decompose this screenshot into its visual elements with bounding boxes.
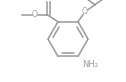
Text: NH₂: NH₂ xyxy=(82,60,98,69)
Text: O: O xyxy=(82,7,88,16)
Text: O: O xyxy=(32,10,38,19)
Text: O: O xyxy=(45,0,51,1)
